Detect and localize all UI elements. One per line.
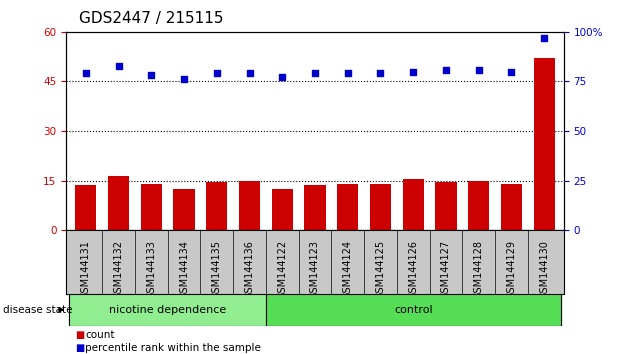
Text: ■: ■ bbox=[76, 330, 85, 339]
Point bbox=[474, 67, 484, 72]
Text: GSM144129: GSM144129 bbox=[507, 240, 517, 299]
Text: GSM144134: GSM144134 bbox=[179, 240, 189, 298]
Bar bbox=[272, 189, 293, 230]
Text: GSM144130: GSM144130 bbox=[539, 240, 549, 298]
Bar bbox=[501, 184, 522, 230]
Text: ■: ■ bbox=[76, 343, 85, 353]
Bar bbox=[108, 176, 129, 230]
Point bbox=[81, 71, 91, 76]
Text: GSM144123: GSM144123 bbox=[310, 240, 320, 299]
Point bbox=[277, 75, 287, 80]
Bar bbox=[468, 181, 490, 230]
Bar bbox=[403, 179, 424, 230]
Point bbox=[507, 69, 517, 74]
Point bbox=[408, 69, 418, 74]
Bar bbox=[304, 185, 326, 230]
Text: GSM144126: GSM144126 bbox=[408, 240, 418, 299]
Bar bbox=[435, 182, 457, 230]
Text: GSM144136: GSM144136 bbox=[244, 240, 255, 298]
Point bbox=[212, 71, 222, 76]
Text: GSM144131: GSM144131 bbox=[81, 240, 91, 298]
Bar bbox=[239, 181, 260, 230]
Text: count: count bbox=[85, 330, 115, 339]
Text: GSM144125: GSM144125 bbox=[375, 240, 386, 299]
Bar bbox=[140, 184, 162, 230]
Bar bbox=[75, 185, 96, 230]
Point bbox=[441, 67, 451, 72]
Point bbox=[375, 71, 386, 76]
Bar bbox=[69, 294, 266, 326]
FancyArrowPatch shape bbox=[59, 308, 64, 312]
Text: GSM144128: GSM144128 bbox=[474, 240, 484, 299]
Point bbox=[244, 71, 255, 76]
Bar bbox=[266, 294, 561, 326]
Text: GSM144135: GSM144135 bbox=[212, 240, 222, 299]
Text: GSM144122: GSM144122 bbox=[277, 240, 287, 299]
Point bbox=[179, 76, 189, 82]
Point bbox=[343, 71, 353, 76]
Bar bbox=[534, 58, 555, 230]
Bar bbox=[337, 184, 358, 230]
Text: nicotine dependence: nicotine dependence bbox=[109, 305, 226, 315]
Text: GSM144132: GSM144132 bbox=[113, 240, 123, 299]
Text: GSM144124: GSM144124 bbox=[343, 240, 353, 299]
Point bbox=[310, 71, 320, 76]
Text: GDS2447 / 215115: GDS2447 / 215115 bbox=[79, 11, 223, 25]
Bar bbox=[370, 184, 391, 230]
Text: percentile rank within the sample: percentile rank within the sample bbox=[85, 343, 261, 353]
Text: GSM144127: GSM144127 bbox=[441, 240, 451, 299]
Bar bbox=[173, 189, 195, 230]
Text: control: control bbox=[394, 305, 433, 315]
Bar bbox=[206, 182, 227, 230]
Text: GSM144133: GSM144133 bbox=[146, 240, 156, 298]
Text: disease state: disease state bbox=[3, 305, 72, 315]
Point bbox=[113, 63, 123, 68]
Point bbox=[539, 35, 549, 41]
Point bbox=[146, 73, 156, 78]
